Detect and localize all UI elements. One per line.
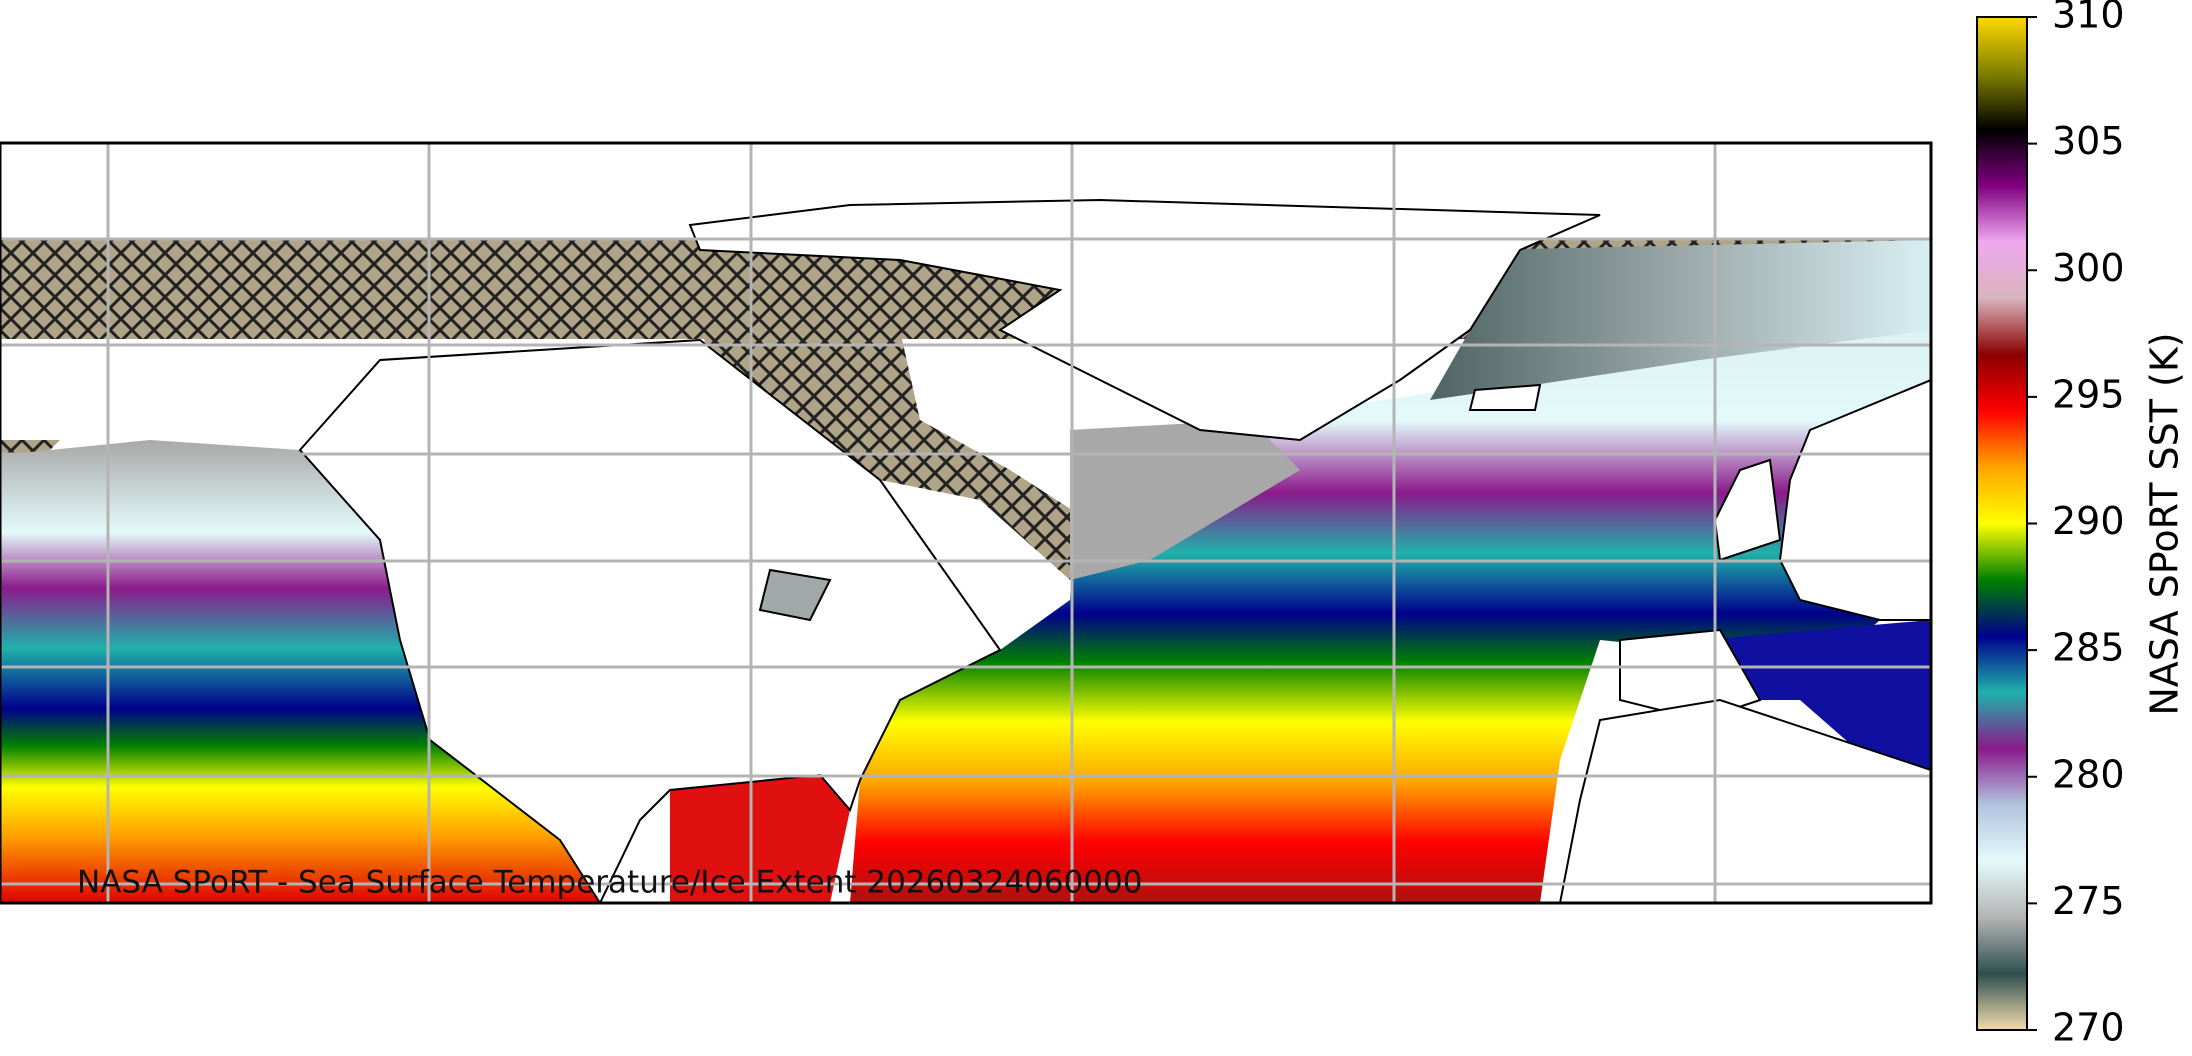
map <box>0 143 1931 903</box>
land <box>298 198 1931 903</box>
iceland <box>1468 383 1542 411</box>
colorbar-tick-label: 270 <box>2052 1006 2125 1050</box>
colorbar-tick-label: 295 <box>2052 372 2125 416</box>
greenland <box>688 198 1601 442</box>
britain <box>1713 458 1782 562</box>
colorbar-tick-label: 280 <box>2052 752 2125 796</box>
colorbar-tick-label: 285 <box>2052 626 2125 670</box>
colorbar-tick-label: 290 <box>2052 499 2125 543</box>
mediterranean-sst <box>1700 620 1931 770</box>
graticule <box>0 143 1931 903</box>
map-caption: NASA SPoRT - Sea Surface Temperature/Ice… <box>77 865 1142 901</box>
colorbar-tick-label: 300 <box>2052 246 2125 290</box>
colorbar <box>1976 16 2028 1031</box>
pacific-sst <box>0 440 600 903</box>
labrador-sst <box>1070 420 1300 580</box>
map-frame <box>0 141 1933 905</box>
great-lakes <box>758 568 832 622</box>
gulf-sst <box>670 775 850 903</box>
africa <box>1558 698 1931 903</box>
arctic-sst <box>1430 240 1931 400</box>
colorbar-tick-label: 275 <box>2052 879 2125 923</box>
colorbar-tick-label: 305 <box>2052 119 2125 163</box>
colorbar-label: NASA SPoRT SST (K) <box>2143 332 2187 715</box>
colorbar-tick-label: 310 <box>2052 0 2125 37</box>
ice-extent <box>700 300 1150 580</box>
